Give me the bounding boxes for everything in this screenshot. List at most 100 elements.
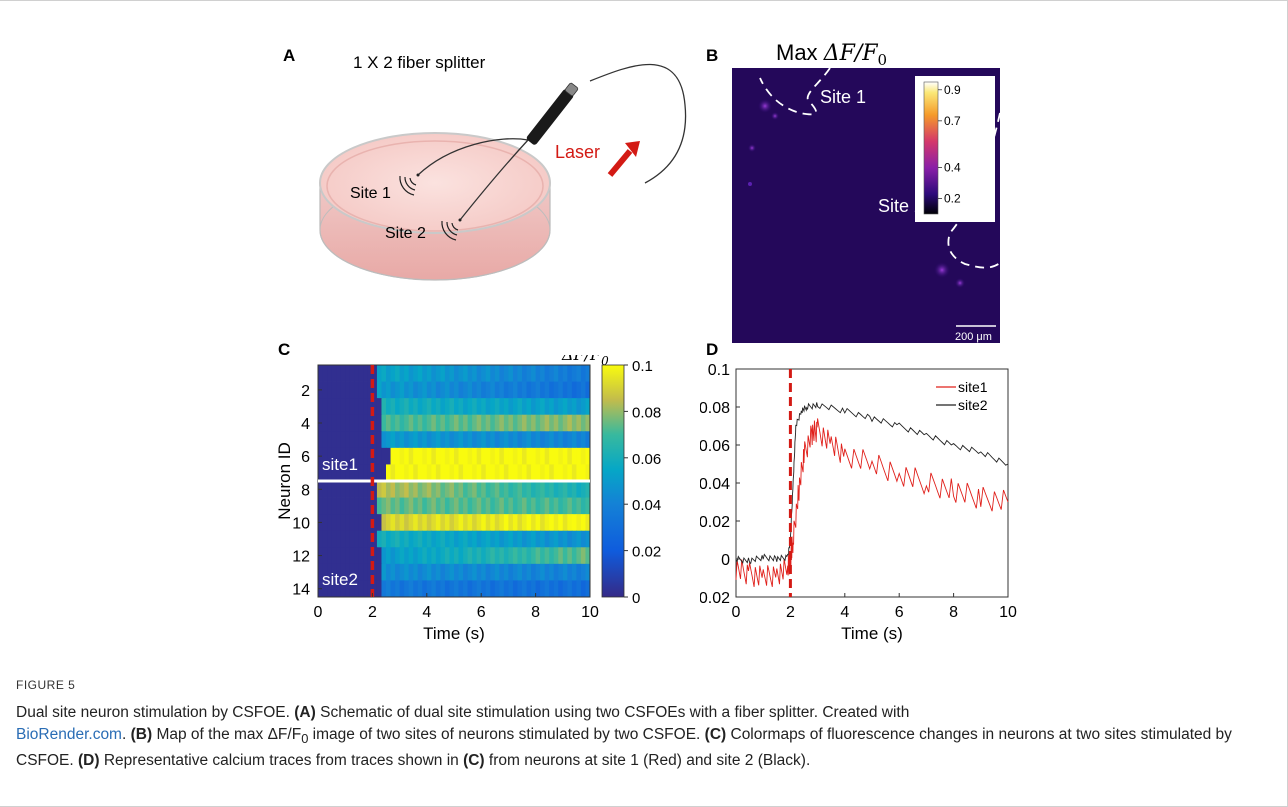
heatmap-cell <box>381 464 387 482</box>
heatmap-cell <box>331 497 337 515</box>
heatmap-cell <box>349 481 355 498</box>
heatmap-cell <box>358 464 364 482</box>
heatmap-cell <box>526 431 532 449</box>
heatmap-cell <box>499 365 505 382</box>
heatmap-cell <box>354 563 360 581</box>
heatmap-cell <box>372 414 378 432</box>
heatmap-cell <box>517 414 523 432</box>
heatmap-cell <box>444 381 451 399</box>
heatmap-cell <box>358 580 364 597</box>
heatmap-cell <box>467 365 473 382</box>
heatmap-cell <box>481 365 487 382</box>
heatmap-cell <box>349 530 355 548</box>
heatmap-cell <box>522 365 528 382</box>
line-chart-xlabel: Time (s) <box>841 624 903 643</box>
heatmap-cell <box>336 398 342 416</box>
heatmap-cell <box>444 365 451 382</box>
heatmap-cell <box>340 414 346 432</box>
line-chart-y-tick-label: 0.08 <box>700 400 730 417</box>
heatmap-cell <box>544 563 550 581</box>
heatmap-cell <box>553 563 559 581</box>
heatmap-cell <box>576 563 582 581</box>
heatmap-cell <box>399 365 405 382</box>
heatmap-cell <box>322 497 328 515</box>
line-chart-x-tick-label: 2 <box>786 604 795 621</box>
heatmap-cell <box>540 580 546 597</box>
heatmap-cell <box>426 497 432 515</box>
heatmap-cell <box>463 431 469 449</box>
heatmap-cell <box>435 530 441 548</box>
heatmap-y-tick-label: 8 <box>301 482 310 499</box>
heatmap-cell <box>458 497 464 515</box>
heatmap-cell <box>454 447 460 465</box>
heatmap-cell <box>322 563 328 581</box>
heatmap-cell <box>449 398 455 416</box>
heatmap-cell <box>363 514 369 532</box>
heatmap-cell <box>490 365 496 382</box>
heatmap-cell <box>558 414 564 432</box>
heatmap-cell <box>490 563 496 581</box>
heatmap-cell <box>540 398 546 416</box>
heatmap-cell <box>558 530 564 548</box>
heatmap-cell <box>422 447 428 465</box>
heatmap-cell <box>417 431 423 449</box>
figure-label: FIGURE 5 <box>16 678 76 692</box>
heatmap-cell <box>349 580 355 597</box>
heatmap-cell <box>426 464 432 482</box>
heatmap-cell <box>327 398 333 416</box>
heatmap-cell <box>503 547 509 565</box>
heatmap-cell <box>386 464 392 482</box>
heatmap-cell <box>503 398 509 416</box>
heatmap-cell <box>558 481 564 498</box>
heatmap-cell <box>580 497 587 515</box>
heatmap-cell <box>327 447 333 465</box>
heatmap-cell <box>318 563 324 581</box>
heatmap-cell <box>508 414 514 432</box>
heatmap-cell <box>331 514 337 532</box>
heatmap-cell <box>454 547 460 565</box>
heatmap-cell <box>454 414 460 432</box>
heatmap-y-tick-label: 4 <box>301 416 310 433</box>
heatmap-cell <box>435 514 441 532</box>
heatmap-cell <box>463 580 469 597</box>
heatmap-cell <box>367 514 373 532</box>
heatmap-cell <box>549 530 555 548</box>
heatmap-cell <box>481 431 487 449</box>
heatmap-cell <box>336 563 342 581</box>
heatmap-cell <box>558 547 564 565</box>
heatmap-cell <box>386 381 392 399</box>
heatmap-cell <box>535 580 541 597</box>
heatmap-cell <box>580 464 587 482</box>
biorender-link[interactable]: BioRender.com <box>16 726 122 743</box>
heatmap-cell <box>413 514 419 532</box>
heatmap-cell <box>331 464 337 482</box>
heatmap-cell <box>562 464 568 482</box>
heatmap-cell <box>476 547 482 565</box>
heatmap-cell <box>512 530 519 548</box>
heatmap-cell <box>494 365 500 382</box>
heatmap-cell <box>522 464 528 482</box>
heatmap-cell <box>431 481 437 498</box>
heatmap-cell <box>531 497 537 515</box>
heatmap-cell <box>386 481 392 498</box>
heatmap-cell <box>476 497 482 515</box>
caption-segment: image of two sites of neurons stimulated… <box>308 726 705 743</box>
heatmap-cell <box>576 580 582 597</box>
heatmap-cell <box>349 398 355 416</box>
heatmap-cell <box>553 365 559 382</box>
heatmap-cell <box>490 431 496 449</box>
heatmap-cell <box>553 497 559 515</box>
heatmap-cell <box>399 414 405 432</box>
heatmap-xlabel: Time (s) <box>423 624 485 643</box>
heatmap-cell <box>535 365 541 382</box>
heatmap-cell <box>358 514 364 532</box>
heatmap-cell <box>413 547 419 565</box>
map-speck <box>748 144 756 152</box>
heatmap-cell <box>413 563 419 581</box>
heatmap-cell <box>386 547 392 565</box>
heatmap-cell <box>535 481 541 498</box>
heatmap-cell <box>549 447 555 465</box>
heatmap-cell <box>345 530 351 548</box>
heatmap-cell <box>485 481 491 498</box>
heatmap-cell <box>481 398 487 416</box>
